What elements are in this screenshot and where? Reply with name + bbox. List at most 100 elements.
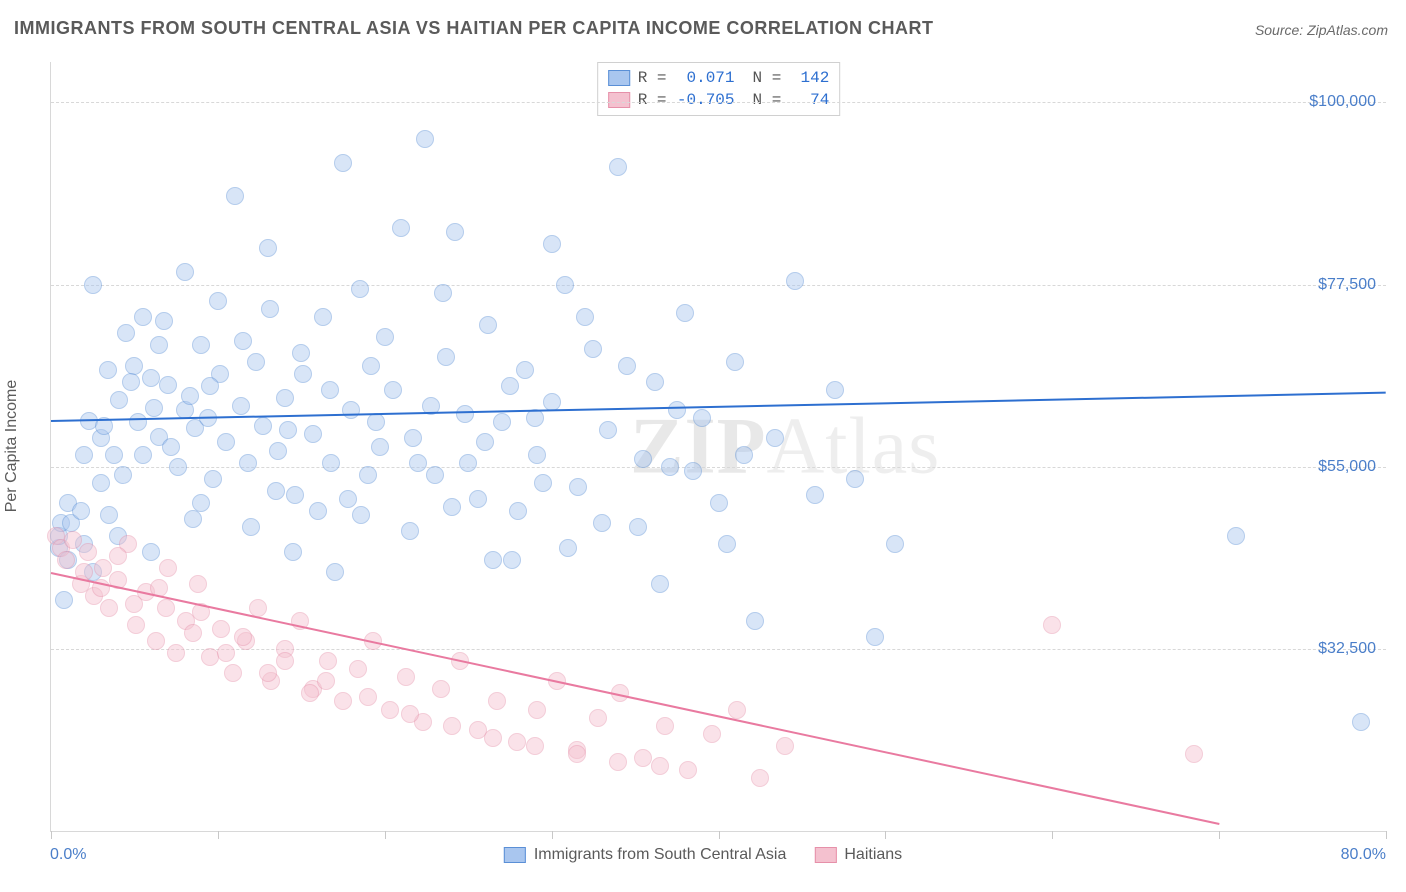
scatter-point bbox=[434, 284, 452, 302]
scatter-point bbox=[184, 624, 202, 642]
scatter-point bbox=[147, 632, 165, 650]
scatter-point bbox=[92, 474, 110, 492]
scatter-point bbox=[886, 535, 904, 553]
scatter-point bbox=[142, 369, 160, 387]
legend-swatch bbox=[504, 847, 526, 863]
scatter-point bbox=[57, 551, 75, 569]
scatter-point bbox=[634, 450, 652, 468]
gridline bbox=[51, 285, 1386, 286]
legend-swatch bbox=[814, 847, 836, 863]
scatter-point bbox=[317, 672, 335, 690]
scatter-point bbox=[589, 709, 607, 727]
x-tick bbox=[51, 831, 52, 839]
scatter-point bbox=[846, 470, 864, 488]
chart-plot-area: ZIPAtlas R =0.071N =142R =-0.705N =74 $3… bbox=[50, 62, 1386, 832]
legend-n-value: 74 bbox=[789, 91, 829, 109]
scatter-point bbox=[134, 308, 152, 326]
scatter-point bbox=[134, 446, 152, 464]
scatter-point bbox=[142, 543, 160, 561]
series-legend-label: Immigrants from South Central Asia bbox=[534, 846, 787, 864]
scatter-point bbox=[159, 559, 177, 577]
scatter-point bbox=[371, 438, 389, 456]
scatter-point bbox=[159, 376, 177, 394]
scatter-point bbox=[322, 454, 340, 472]
scatter-point bbox=[469, 490, 487, 508]
scatter-point bbox=[122, 373, 140, 391]
scatter-point bbox=[334, 154, 352, 172]
x-tick bbox=[1219, 831, 1220, 839]
scatter-point bbox=[192, 336, 210, 354]
scatter-point bbox=[150, 336, 168, 354]
scatter-point bbox=[593, 514, 611, 532]
trend-line bbox=[51, 572, 1220, 825]
legend-row: R =-0.705N =74 bbox=[608, 89, 830, 111]
scatter-point bbox=[155, 312, 173, 330]
legend-row: R =0.071N =142 bbox=[608, 67, 830, 89]
scatter-point bbox=[294, 365, 312, 383]
scatter-point bbox=[534, 474, 552, 492]
scatter-point bbox=[267, 482, 285, 500]
scatter-point bbox=[508, 733, 526, 751]
scatter-point bbox=[401, 705, 419, 723]
scatter-point bbox=[319, 652, 337, 670]
scatter-point bbox=[432, 680, 450, 698]
scatter-point bbox=[1352, 713, 1370, 731]
scatter-point bbox=[167, 644, 185, 662]
scatter-point bbox=[651, 575, 669, 593]
y-tick-label: $77,500 bbox=[1318, 276, 1376, 294]
scatter-point bbox=[509, 502, 527, 520]
scatter-point bbox=[247, 353, 265, 371]
scatter-point bbox=[397, 668, 415, 686]
scatter-point bbox=[676, 304, 694, 322]
legend-r-value: 0.071 bbox=[675, 69, 735, 87]
scatter-point bbox=[217, 433, 235, 451]
scatter-point bbox=[234, 628, 252, 646]
x-tick bbox=[885, 831, 886, 839]
scatter-point bbox=[261, 300, 279, 318]
scatter-point bbox=[79, 543, 97, 561]
scatter-point bbox=[209, 292, 227, 310]
scatter-point bbox=[276, 652, 294, 670]
scatter-point bbox=[693, 409, 711, 427]
scatter-point bbox=[55, 591, 73, 609]
source-attribution: Source: ZipAtlas.com bbox=[1255, 22, 1388, 38]
scatter-point bbox=[321, 381, 339, 399]
scatter-point bbox=[100, 506, 118, 524]
scatter-point bbox=[1227, 527, 1245, 545]
scatter-point bbox=[301, 684, 319, 702]
scatter-point bbox=[349, 660, 367, 678]
trend-line bbox=[51, 391, 1386, 421]
scatter-point bbox=[668, 401, 686, 419]
scatter-point bbox=[528, 446, 546, 464]
scatter-point bbox=[176, 263, 194, 281]
scatter-point bbox=[114, 466, 132, 484]
scatter-point bbox=[493, 413, 511, 431]
scatter-point bbox=[416, 130, 434, 148]
scatter-point bbox=[84, 276, 102, 294]
scatter-point bbox=[192, 494, 210, 512]
scatter-point bbox=[651, 757, 669, 775]
series-legend-item: Immigrants from South Central Asia bbox=[504, 846, 787, 864]
scatter-point bbox=[169, 458, 187, 476]
scatter-point bbox=[703, 725, 721, 743]
series-legend-item: Haitians bbox=[814, 846, 902, 864]
scatter-point bbox=[232, 397, 250, 415]
scatter-point bbox=[254, 417, 272, 435]
scatter-point bbox=[710, 494, 728, 512]
y-axis-label: Per Capita Income bbox=[3, 380, 21, 513]
scatter-point bbox=[609, 753, 627, 771]
scatter-point bbox=[352, 506, 370, 524]
chart-title: IMMIGRANTS FROM SOUTH CENTRAL ASIA VS HA… bbox=[14, 18, 934, 39]
scatter-point bbox=[528, 701, 546, 719]
scatter-point bbox=[125, 357, 143, 375]
scatter-point bbox=[109, 547, 127, 565]
x-tick bbox=[218, 831, 219, 839]
correlation-legend: R =0.071N =142R =-0.705N =74 bbox=[597, 62, 841, 116]
x-axis-max-label: 80.0% bbox=[1341, 846, 1386, 864]
scatter-point bbox=[866, 628, 884, 646]
scatter-point bbox=[1185, 745, 1203, 763]
scatter-point bbox=[110, 391, 128, 409]
series-legend: Immigrants from South Central Asia Haitia… bbox=[504, 846, 902, 864]
scatter-point bbox=[201, 377, 219, 395]
scatter-point bbox=[100, 599, 118, 617]
